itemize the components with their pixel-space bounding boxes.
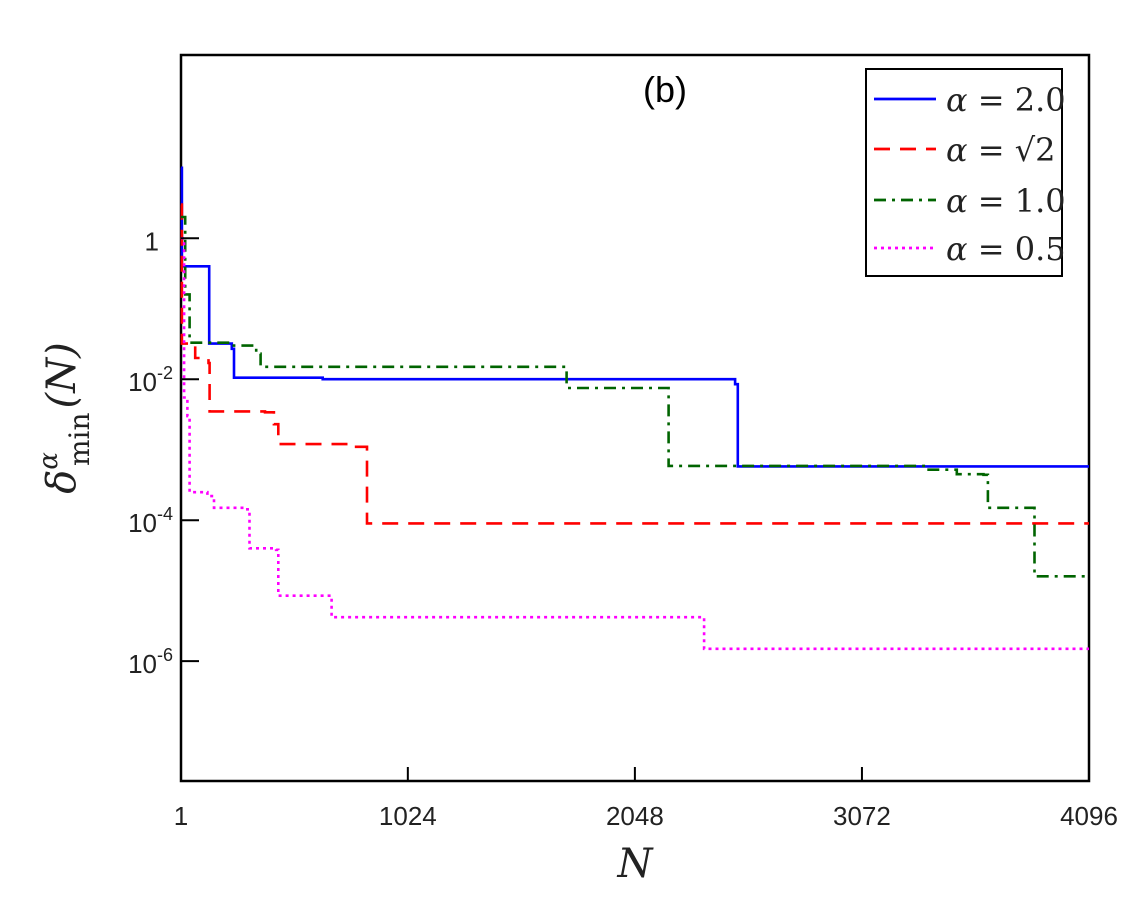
- series-line-2: [181, 215, 1089, 578]
- series-line-0: [180, 166, 1089, 468]
- series-line-1: [180, 203, 1089, 525]
- legend-label-2: α = 1.0: [946, 182, 1066, 220]
- y-label-symbol: δ: [39, 470, 85, 494]
- x-axis-label: N: [617, 841, 655, 887]
- y-tick-label-2: 10-4: [128, 504, 173, 538]
- panel-label: (b): [643, 69, 687, 110]
- y-label-subscript: min: [63, 413, 96, 467]
- x-tick-label-4: 4096: [1060, 801, 1118, 831]
- x-tick-label-1: 1024: [379, 801, 437, 831]
- legend: α = 2.0 α = √2 α = 1.0 α = 0.5: [865, 68, 1066, 277]
- series-layer: [180, 166, 1089, 651]
- legend-label-0: α = 2.0: [946, 81, 1066, 119]
- legend-label-1: α = √2: [946, 131, 1056, 169]
- series-line-3: [181, 237, 1089, 651]
- y-axis-label: δαmin (N): [34, 342, 96, 493]
- y-label-argument: (N): [39, 342, 85, 408]
- y-tick-label-0: 1: [145, 226, 159, 256]
- x-tick-label-3: 3072: [833, 801, 891, 831]
- legend-label-3: α = 0.5: [946, 230, 1066, 268]
- ticks-layer: 1 1024 2048 3072 4096 1 10-2 10-4 10-6: [128, 226, 1118, 831]
- svg-text:δαmin(N): δαmin (N): [34, 342, 96, 493]
- y-label-superscript: α: [34, 452, 64, 470]
- y-tick-label-3: 10-6: [128, 645, 173, 679]
- legend-box: [865, 68, 1063, 277]
- y-tick-label-1: 10-2: [128, 363, 173, 397]
- x-tick-label-0: 1: [174, 801, 188, 831]
- x-tick-label-2: 2048: [606, 801, 664, 831]
